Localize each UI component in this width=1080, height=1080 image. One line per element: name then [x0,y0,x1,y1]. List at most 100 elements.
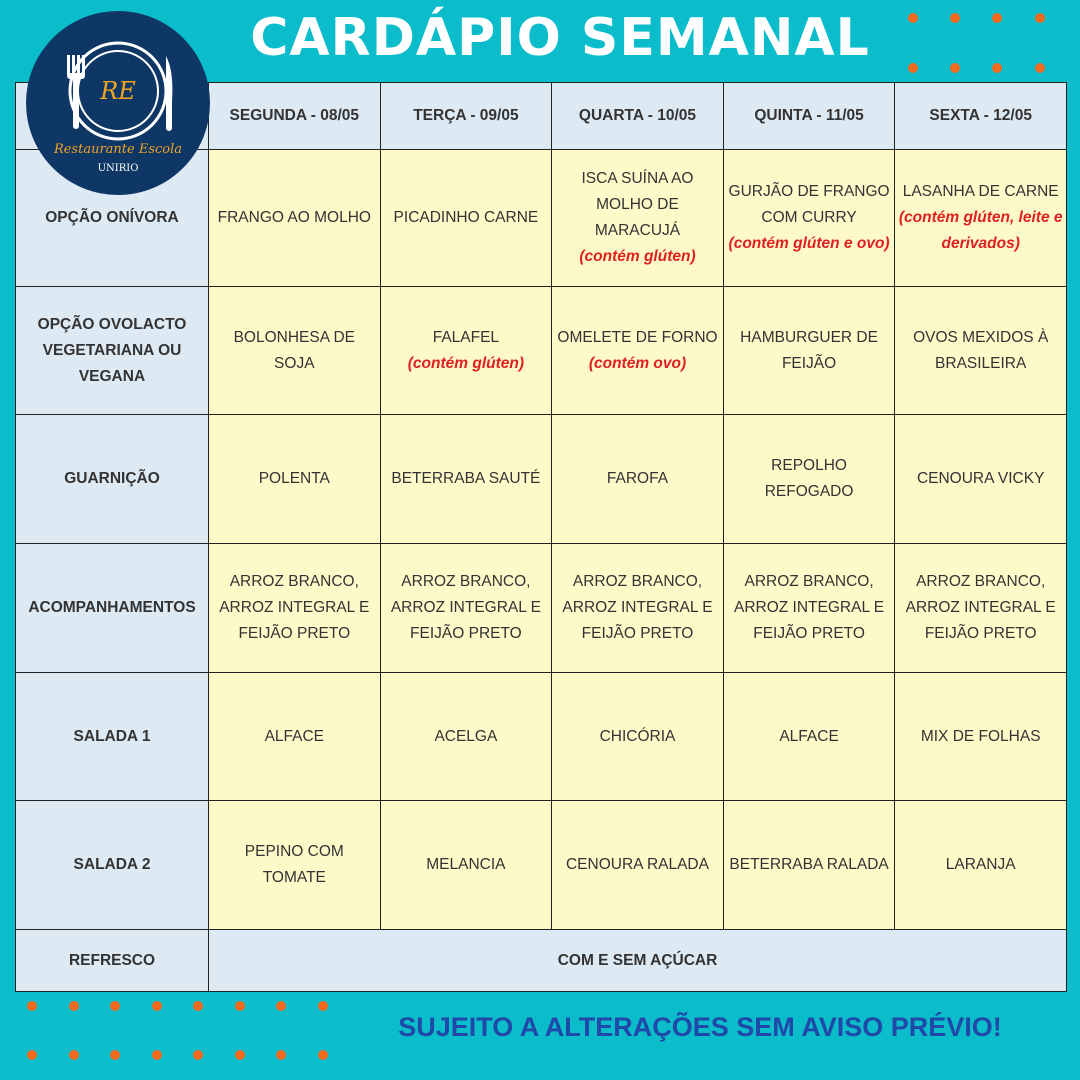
menu-row: SALADA 1 ALFACE ACELGA CHICÓRIA ALFACE MIX DE… [15,672,1067,801]
row-label: ACOMPANHAMENTOS [15,543,209,673]
dish-name: ARROZ BRANCO, ARROZ INTEGRAL E FEIJÃO PR… [219,573,370,642]
svg-text:UNIRIO: UNIRIO [98,163,139,174]
menu-cell: ALFACE [722,672,896,801]
day-header: SEGUNDA - 08/05 [208,82,381,150]
dot [1035,13,1045,23]
dish-name: OVOS MEXIDOS À BRASILEIRA [913,328,1049,372]
dot [317,1050,328,1060]
menu-cell: FAROFA [551,414,724,544]
dish-name: CENOURA VICKY [916,470,1045,487]
row-label: SALADA 2 [15,800,209,930]
menu-row: GUARNIÇÃO POLENTA BETERRABA SAUTÉ FAROFA REP… [15,414,1067,544]
dot [950,63,960,73]
row-label: GUARNIÇÃO [15,414,209,544]
dot [193,1001,203,1011]
dot [992,63,1002,73]
plate-cutlery-icon: RE Restaurante Escola UNIRIO [53,41,182,174]
menu-cell: PEPINO COM TOMATE [208,800,381,930]
dot [110,1001,120,1011]
menu-cell: GURJÃO DE FRANGO COM CURRY (contém glúten… [722,149,896,287]
allergen-note: (contém ovo) [588,354,687,372]
dish-name: PEPINO COM TOMATE [244,843,344,886]
menu-cell: FRANGO AO MOLHO [208,149,381,287]
dish-name: BETERRABA SAUTÉ [391,470,541,487]
dish-name: BETERRABA RALADA [729,856,889,873]
disclaimer: SUJEITO A ALTERAÇÕES SEM AVISO PRÉVIO! [398,1012,1002,1042]
dish-name: PICADINHO CARNE [393,209,539,226]
dot [193,1050,203,1060]
menu-cell: FALAFEL (contém glúten) [379,286,553,415]
menu-cell: ARROZ BRANCO, ARROZ INTEGRAL E FEIJÃO PR… [208,543,381,673]
dish-name: OMELETE DE FORNO [557,328,718,346]
dish-name: MELANCIA [426,856,506,873]
day-header: QUARTA - 10/05 [551,82,724,150]
menu-cell: CENOURA VICKY [894,414,1067,544]
dot [27,1050,37,1060]
dish-name: FAROFA [606,470,669,487]
menu-cell: ACELGA [379,672,553,801]
menu-cell: CHICÓRIA [551,672,724,801]
allergen-note: (contém glúten) [579,248,696,265]
dish-name: ARROZ BRANCO, ARROZ INTEGRAL E FEIJÃO PR… [734,573,885,642]
page-title: CARDÁPIO SEMANAL [250,8,870,68]
restaurant-logo: RE Restaurante Escola UNIRIO [26,11,210,195]
menu-cell: ARROZ BRANCO, ARROZ INTEGRAL E FEIJÃO PR… [379,543,553,673]
menu-cell: ALFACE [208,672,381,801]
row-label: OPÇÃO OVOLACTO VEGETARIANA OU VEGANA [15,286,209,415]
dish-name: CHICÓRIA [599,727,676,745]
dot [27,1001,37,1011]
refresco-row: REFRESCO COM E SEM AÇÚCAR [15,929,1067,992]
dot [68,1050,79,1060]
menu-cell: POLENTA [208,414,381,544]
dish-name: ACELGA [434,727,498,745]
menu-cell: MIX DE FOLHAS [894,672,1067,801]
dot [68,1001,79,1011]
dot [151,1050,162,1060]
menu-cell: ISCA SUÍNA AO MOLHO DE MARACUJÁ (contém g… [551,149,724,287]
dot [950,13,960,23]
row-label: REFRESCO [15,929,209,992]
dot [276,1001,286,1011]
menu-cell: BOLONHESA DE SOJA [208,286,381,415]
menu-row: OPÇÃO OVOLACTO VEGETARIANA OU VEGANA BOLO… [15,286,1067,415]
dot [908,63,918,73]
dish-name: CENOURA RALADA [565,856,709,873]
dish-name: ARROZ BRANCO, ARROZ INTEGRAL E FEIJÃO PR… [905,573,1056,642]
row-label: SALADA 1 [15,672,209,801]
menu-cell: BETERRABA RALADA [722,800,896,930]
dish-name: ISCA SUÍNA AO MOLHO DE MARACUJÁ [581,170,694,239]
dot [317,1001,328,1011]
menu-row: ACOMPANHAMENTOS ARROZ BRANCO, ARROZ INTEG… [15,543,1067,673]
refresco-value: COM E SEM AÇÚCAR [208,929,1067,992]
menu-cell: HAMBURGUER DE FEIJÃO [722,286,896,415]
weekly-menu-table: SEGUNDA - 08/05 TERÇA - 09/05 QUARTA - 1… [15,82,1067,992]
menu-cell: ARROZ BRANCO, ARROZ INTEGRAL E FEIJÃO PR… [894,543,1067,673]
menu-cell: LARANJA [894,800,1067,930]
dish-name: FRANGO AO MOLHO [217,209,371,226]
menu-cell: MELANCIA [379,800,553,930]
menu-cell: LASANHA DE CARNE (contém glúten, leite e … [894,149,1067,287]
dish-name: POLENTA [258,470,330,487]
dish-name: ARROZ BRANCO, ARROZ INTEGRAL E FEIJÃO PR… [390,573,541,642]
dish-name: LASANHA DE CARNE [902,183,1059,200]
menu-cell: OMELETE DE FORNO (contém ovo) [551,286,724,415]
allergen-note: (contém glúten) [407,354,525,372]
dish-name: ARROZ BRANCO, ARROZ INTEGRAL E FEIJÃO PR… [562,573,713,642]
dish-name: FALAFEL [432,328,500,346]
menu-cell: OVOS MEXIDOS À BRASILEIRA [894,286,1067,415]
day-header: SEXTA - 12/05 [894,82,1067,150]
dish-name: GURJÃO DE FRANGO COM CURRY [728,183,890,226]
menu-row: SALADA 2 PEPINO COM TOMATE MELANCIA CENOURA… [15,800,1067,930]
dot [1035,63,1045,73]
menu-cell: BETERRABA SAUTÉ [379,414,553,544]
menu-cell: CENOURA RALADA [551,800,724,930]
day-header: TERÇA - 09/05 [379,82,553,150]
menu-cell: ARROZ BRANCO, ARROZ INTEGRAL E FEIJÃO PR… [551,543,724,673]
dot [276,1050,286,1060]
svg-text:Restaurante Escola: Restaurante Escola [53,142,182,157]
dish-name: HAMBURGUER DE FEIJÃO [740,328,878,372]
dish-name: ALFACE [779,727,839,745]
dot [151,1001,162,1011]
dish-name: BOLONHESA DE SOJA [233,328,356,372]
dish-name: ALFACE [264,727,325,745]
